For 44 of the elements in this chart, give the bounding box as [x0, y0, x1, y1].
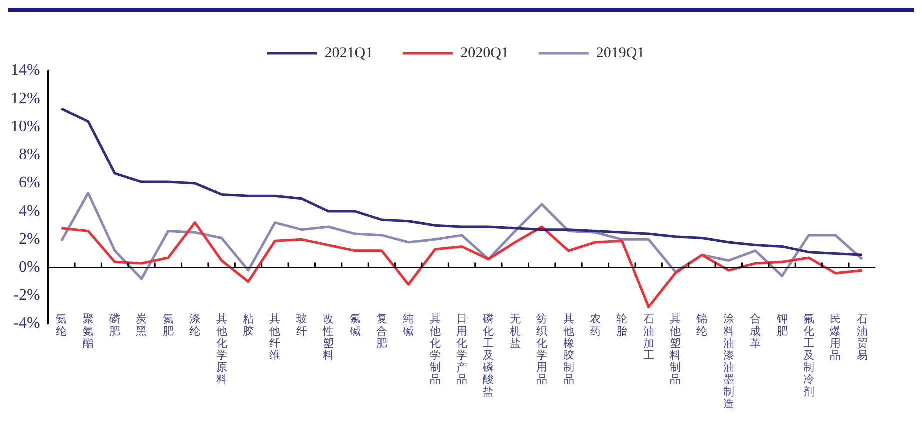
x-tick-label: 无机盐 — [510, 312, 521, 350]
y-tick-label: 0% — [19, 258, 40, 276]
y-tick-label: 8% — [19, 146, 40, 164]
x-tick-label: 其他纤维 — [270, 312, 281, 362]
x-tick-label: 民爆用品 — [830, 312, 842, 362]
x-tick-label: 复合肥 — [376, 312, 388, 350]
x-tick-label: 日用化学产品 — [456, 312, 468, 386]
x-tick-label: 其他橡胶制品 — [563, 312, 574, 386]
x-tick-label: 合成革 — [750, 312, 762, 350]
legend-label: 2020Q1 — [460, 45, 509, 62]
x-tick-label: 氯碱 — [350, 312, 361, 338]
x-tick-label: 其他塑料制品 — [670, 312, 682, 386]
x-tick-label: 改性塑料 — [322, 312, 334, 362]
x-tick-label: 磷化工及磷酸盐 — [482, 312, 494, 398]
x-tick-label: 石油贸易 — [856, 312, 868, 362]
x-tick-label: 涂料油漆油墨制造 — [723, 312, 734, 410]
x-tick-label: 农药 — [590, 312, 601, 338]
x-tick-label: 聚氨酯 — [82, 312, 94, 350]
x-tick-label: 磷肥 — [108, 312, 121, 338]
y-tick-label: 10% — [11, 118, 40, 136]
x-tick-label: 钾肥 — [776, 312, 788, 338]
legend-label: 2019Q1 — [596, 45, 645, 62]
x-tick-label: 纺织化学用品 — [536, 312, 548, 386]
x-tick-label: 其他化学原料 — [216, 312, 228, 386]
legend-label: 2021Q1 — [324, 45, 374, 62]
x-tick-label: 粘胶 — [242, 312, 254, 338]
x-tick-label: 锦纶 — [696, 312, 708, 338]
x-tick-label: 涤纶 — [190, 312, 201, 338]
y-tick-label: -2% — [14, 287, 40, 304]
y-tick-label: 4% — [19, 202, 40, 220]
x-tick-label: 炭黑 — [136, 312, 148, 338]
x-tick-label: 氮肥 — [162, 312, 174, 338]
x-tick-label: 纯碱 — [403, 312, 414, 338]
y-tick-label: 12% — [11, 90, 40, 108]
y-tick-label: 14% — [11, 62, 40, 80]
x-tick-label: 其他化学制品 — [430, 312, 441, 386]
x-tick-label: 玻纤 — [296, 312, 308, 338]
x-tick-label: 轮胎 — [616, 312, 628, 338]
x-tick-label: 石油加工 — [643, 312, 654, 362]
x-tick-label: 氟化工及制冷剂 — [803, 312, 814, 398]
y-tick-label: -4% — [14, 315, 40, 332]
y-tick-label: 2% — [19, 230, 40, 248]
y-tick-label: 6% — [19, 174, 40, 192]
x-tick-label: 氨纶 — [56, 312, 68, 338]
